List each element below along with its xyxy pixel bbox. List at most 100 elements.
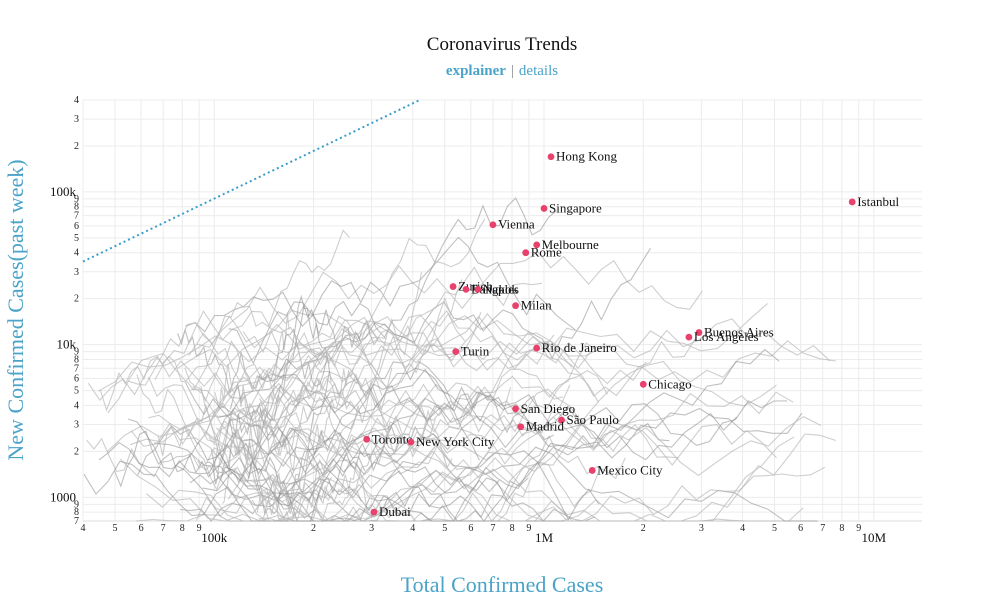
city-label: Turin (461, 344, 490, 359)
trend-line (203, 369, 608, 442)
x-minor-tick-label: 6 (798, 523, 803, 534)
trend-line (83, 460, 564, 522)
city-point (407, 438, 415, 446)
city-point (639, 380, 647, 388)
y-minor-tick-label: 2 (74, 294, 79, 305)
y-minor-tick-label: 4 (74, 248, 79, 259)
city-point (474, 286, 482, 293)
city-point (370, 508, 378, 516)
city-point (522, 249, 530, 257)
trend-line (210, 294, 332, 476)
y-minor-tick-label: 6 (74, 221, 79, 232)
y-minor-tick-label: 9 (74, 347, 79, 358)
trend-line (154, 442, 818, 522)
y-minor-tick-label: 3 (74, 419, 79, 430)
city-point (512, 302, 519, 310)
x-minor-tick-label: 5 (772, 523, 777, 534)
trend-line (256, 368, 354, 516)
city-point (363, 435, 371, 443)
x-minor-tick-label: 9 (856, 523, 861, 534)
city-point (695, 329, 703, 336)
y-minor-tick-label: 9 (74, 194, 79, 205)
city-label: Istanbul (857, 194, 899, 209)
x-minor-tick-label: 7 (161, 523, 166, 534)
trend-line (98, 441, 500, 512)
y-major-tick-label: 10k (57, 337, 77, 352)
y-minor-tick-label: 4 (74, 400, 79, 411)
trend-line (128, 378, 480, 470)
x-minor-tick-label: 5 (112, 523, 117, 534)
city-label: Naples (483, 281, 519, 296)
y-minor-tick-label: 8 (74, 354, 79, 365)
y-minor-tick-label: 7 (74, 516, 79, 527)
x-minor-tick-label: 2 (641, 523, 646, 534)
y-minor-tick-label: 5 (74, 386, 79, 397)
y-major-tick-label: 100k (50, 184, 77, 199)
city-point (517, 423, 525, 431)
details-link[interactable]: details (518, 63, 559, 79)
trend-line (255, 387, 512, 489)
city-label: Singapore (549, 200, 602, 215)
city-label: Los Angeles (694, 329, 759, 344)
x-minor-tick-label: 9 (526, 523, 531, 534)
trend-line (259, 373, 453, 469)
y-minor-tick-label: 7 (74, 211, 79, 222)
city-label: Dubai (379, 504, 411, 519)
x-minor-tick-label: 4 (81, 523, 86, 534)
x-minor-tick-label: 8 (180, 523, 185, 534)
y-minor-tick-label: 7 (74, 363, 79, 374)
x-minor-tick-label: 6 (139, 523, 144, 534)
trend-line (192, 384, 571, 475)
trend-line (107, 314, 555, 414)
city-label: Madrid (526, 419, 565, 434)
trend-lines (83, 197, 836, 523)
trend-line (177, 309, 831, 369)
y-minor-tick-label: 6 (74, 374, 79, 385)
x-minor-tick-label: 4 (740, 523, 745, 534)
y-major-tick-label: 1000 (50, 489, 76, 504)
trend-line (154, 266, 543, 381)
city-label: New York City (416, 434, 495, 449)
city-point (489, 221, 497, 229)
city-label: Melbourne (542, 237, 599, 252)
x-minor-tick-label: 9 (197, 523, 202, 534)
x-minor-tick-label: 8 (839, 523, 844, 534)
trend-line (128, 312, 466, 394)
reference-line-path (82, 99, 421, 263)
city-point (540, 205, 548, 212)
chart-title: Coronavirus Trends (426, 34, 578, 55)
x-minor-tick-label: 8 (510, 523, 515, 534)
city-point (533, 241, 541, 249)
city-label: Buenos Aires (704, 325, 774, 340)
trend-line (185, 236, 576, 333)
y-minor-tick-label: 2 (74, 446, 79, 457)
city-point (512, 405, 519, 413)
trend-line (99, 229, 350, 412)
city-label: Rio de Janeiro (542, 340, 617, 355)
x-major-tick-label: 10M (862, 530, 887, 545)
x-minor-tick-label: 6 (468, 523, 473, 534)
x-minor-tick-label: 7 (820, 523, 825, 534)
city-point (449, 283, 457, 290)
city-label: Vienna (498, 217, 535, 232)
explainer-link[interactable]: explainer (445, 63, 506, 79)
trend-line (189, 427, 600, 521)
trend-line (148, 218, 486, 443)
city-points: Hong Kong Istanbul Singapore Vienna Melbourn… (363, 149, 899, 519)
city-label: Bangkok (471, 281, 518, 296)
city-label: Rome (531, 245, 562, 260)
trend-line (251, 271, 423, 515)
x-minor-tick-label: 5 (442, 523, 447, 534)
trend-line (136, 332, 383, 491)
y-minor-tick-label: 8 (74, 202, 79, 213)
trend-line (130, 315, 647, 447)
city-point (685, 333, 693, 341)
city-point (848, 198, 856, 206)
trend-line (202, 348, 780, 495)
city-point (533, 344, 541, 352)
y-minor-tick-label: 3 (74, 114, 79, 125)
trend-line (119, 411, 822, 522)
y-minor-tick-label: 9 (74, 499, 79, 510)
